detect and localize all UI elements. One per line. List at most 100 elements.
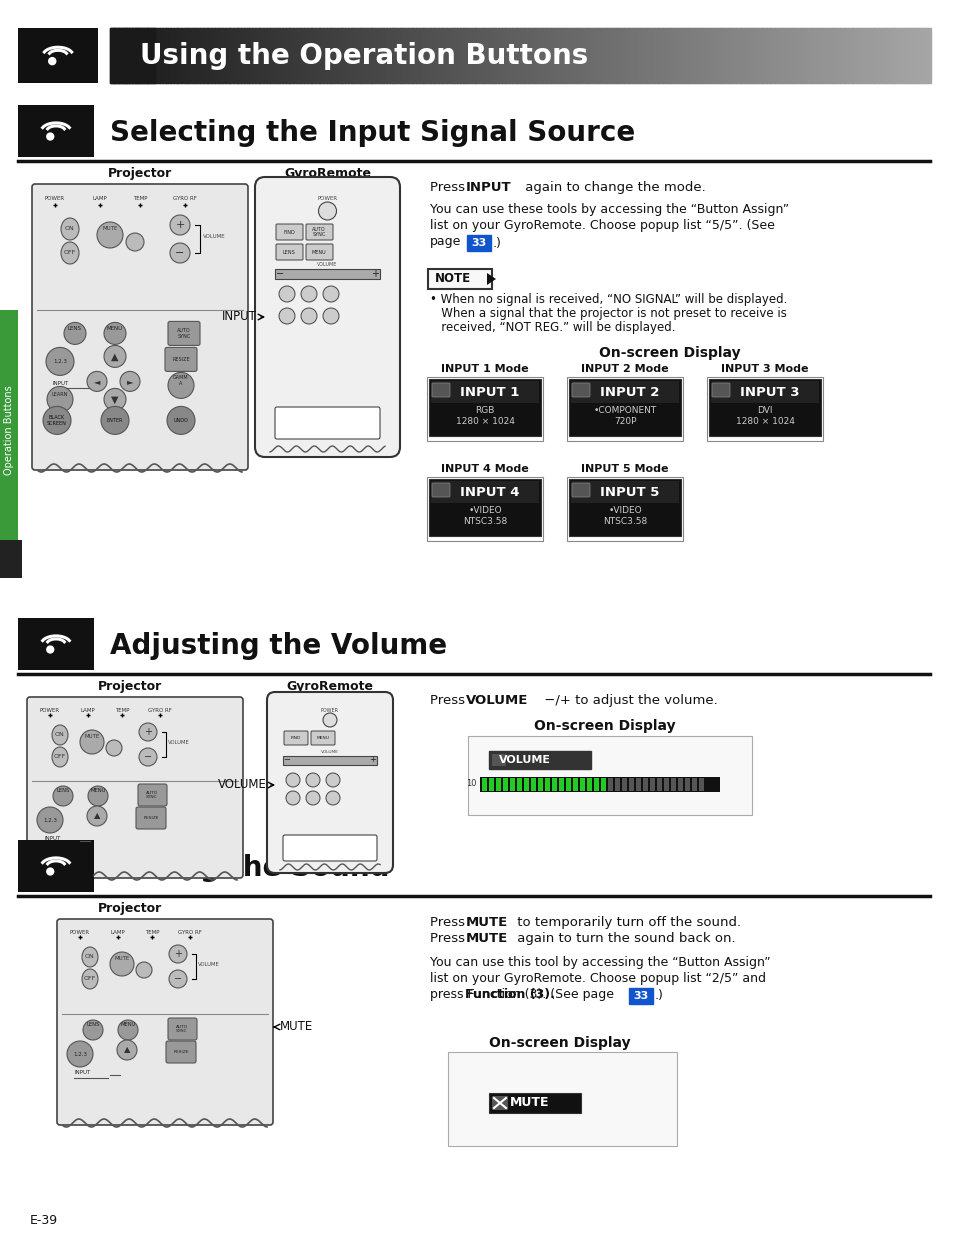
Text: −/+ to adjust the volume.: −/+ to adjust the volume. (539, 694, 717, 706)
Text: OFF: OFF (64, 251, 76, 256)
Bar (225, 28, 229, 83)
FancyBboxPatch shape (27, 697, 243, 878)
Text: ▲: ▲ (124, 1046, 131, 1055)
Bar (159, 28, 163, 83)
Ellipse shape (139, 722, 157, 741)
Bar (910, 28, 914, 83)
Text: POWER: POWER (45, 195, 65, 200)
Bar (271, 28, 274, 83)
Bar (309, 28, 313, 83)
Bar (552, 778, 557, 790)
Bar (510, 778, 515, 790)
Circle shape (47, 387, 73, 412)
Bar (484, 28, 488, 83)
Text: INPUT: INPUT (45, 836, 61, 841)
Circle shape (136, 962, 152, 978)
Bar (260, 28, 264, 83)
Bar (713, 28, 717, 83)
Circle shape (64, 873, 70, 878)
Bar (490, 28, 493, 83)
Circle shape (101, 406, 129, 435)
Bar (661, 28, 665, 83)
Text: When a signal that the projector is not preset to receive is: When a signal that the projector is not … (430, 308, 786, 320)
Bar (405, 28, 409, 83)
Text: RESIZE: RESIZE (172, 357, 190, 362)
Bar (536, 28, 539, 83)
Bar (923, 28, 927, 83)
Text: GAMM
A: GAMM A (173, 375, 189, 385)
Bar (642, 28, 646, 83)
Bar (320, 28, 324, 83)
Bar (648, 28, 652, 83)
Ellipse shape (61, 242, 79, 264)
Bar (391, 28, 395, 83)
Bar (137, 28, 141, 83)
Bar (623, 28, 627, 83)
Bar (456, 28, 460, 83)
Bar (377, 28, 381, 83)
Circle shape (37, 806, 63, 832)
Text: MUTE: MUTE (84, 735, 99, 740)
Text: ▲: ▲ (93, 811, 100, 820)
Bar (172, 28, 176, 83)
Ellipse shape (52, 725, 68, 745)
Bar (222, 28, 226, 83)
Bar (684, 778, 689, 790)
Circle shape (66, 63, 71, 68)
Bar (757, 28, 760, 83)
Circle shape (323, 713, 336, 727)
Bar (735, 28, 739, 83)
Circle shape (43, 406, 71, 435)
Ellipse shape (139, 748, 157, 766)
Text: MENU: MENU (316, 736, 329, 740)
Circle shape (83, 1020, 103, 1040)
Text: LENS: LENS (56, 788, 70, 794)
Circle shape (318, 203, 336, 220)
Text: list on your GyroRemote. Choose popup list “2/5” and: list on your GyroRemote. Choose popup li… (430, 972, 765, 986)
Text: INPUT 5: INPUT 5 (599, 485, 659, 499)
Bar (781, 28, 785, 83)
Bar (431, 480, 538, 503)
Bar (768, 28, 772, 83)
Text: .): .) (493, 236, 501, 249)
Bar (565, 778, 571, 790)
Bar (279, 28, 283, 83)
Bar (497, 28, 501, 83)
Bar (153, 28, 157, 83)
Bar (2, 542, 20, 576)
Bar (489, 778, 494, 790)
Bar (733, 28, 736, 83)
FancyBboxPatch shape (429, 379, 540, 436)
Bar (571, 480, 679, 503)
Bar (708, 28, 712, 83)
Bar (156, 28, 160, 83)
FancyBboxPatch shape (165, 347, 196, 372)
Bar (541, 28, 545, 83)
Bar (894, 28, 898, 83)
Bar (110, 28, 113, 83)
Bar (727, 28, 731, 83)
Bar (132, 28, 135, 83)
Ellipse shape (61, 219, 79, 240)
Bar (891, 28, 895, 83)
Bar (762, 28, 766, 83)
Bar (0, 540, 22, 578)
Bar (282, 28, 286, 83)
Circle shape (326, 790, 339, 805)
Text: •VIDEO
NTSC3.58: •VIDEO NTSC3.58 (462, 506, 507, 526)
Text: .): .) (655, 989, 663, 1003)
Bar (443, 28, 447, 83)
Bar (844, 28, 848, 83)
Bar (649, 778, 655, 790)
Bar (716, 28, 720, 83)
Text: VOLUME: VOLUME (320, 750, 338, 755)
Bar (495, 28, 498, 83)
Text: GYRO RF: GYRO RF (178, 930, 202, 935)
Text: press Function (3). (See page: press Function (3). (See page (430, 988, 614, 1002)
Bar (285, 28, 289, 83)
Bar (656, 28, 659, 83)
FancyBboxPatch shape (568, 479, 680, 536)
Bar (573, 778, 578, 790)
Text: FIND: FIND (283, 230, 294, 235)
Bar (364, 28, 368, 83)
